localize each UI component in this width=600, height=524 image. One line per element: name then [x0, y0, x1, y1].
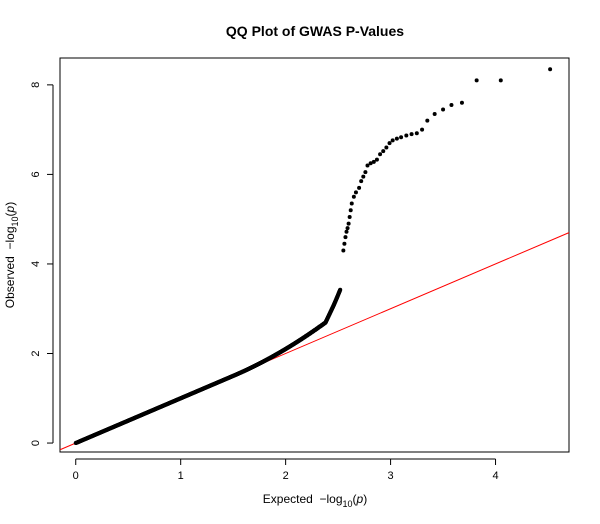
- data-point: [368, 161, 373, 166]
- y-label-minus: −: [3, 243, 17, 250]
- points-layer: [73, 67, 553, 446]
- y-label-var: p: [3, 205, 17, 213]
- x-tick-label: 3: [388, 470, 394, 482]
- data-point: [498, 78, 503, 83]
- data-point: [357, 185, 362, 190]
- data-point: [474, 78, 479, 83]
- data-point: [353, 190, 358, 195]
- data-point: [374, 157, 379, 162]
- data-point: [384, 145, 389, 150]
- y-tick-label: 2: [30, 350, 42, 356]
- x-label-var: p: [356, 492, 364, 506]
- data-point: [371, 159, 376, 164]
- data-point: [381, 149, 386, 154]
- x-tick-label: 1: [178, 470, 184, 482]
- data-point: [359, 179, 364, 184]
- data-point: [399, 135, 404, 140]
- data-point: [361, 174, 366, 179]
- data-point: [338, 287, 343, 292]
- x-tick-label: 2: [283, 470, 289, 482]
- data-point: [346, 221, 351, 226]
- y-tick-label: 8: [30, 82, 42, 88]
- x-label-minus: −: [319, 492, 326, 506]
- y-axis: 0 2 4 6 8: [30, 82, 54, 446]
- data-point: [414, 131, 419, 136]
- y-label-close: ): [3, 202, 17, 206]
- data-point: [459, 100, 464, 105]
- x-label-base: 10: [343, 499, 353, 509]
- data-point: [345, 226, 350, 231]
- data-point: [409, 132, 414, 137]
- data-point: [344, 229, 349, 234]
- y-tick-label: 6: [30, 171, 42, 177]
- data-point: [378, 152, 383, 157]
- x-axis: 0 1 2 3 4: [73, 458, 499, 482]
- x-tick-label: 0: [73, 470, 79, 482]
- x-label-open: (: [353, 492, 357, 506]
- data-point: [343, 235, 348, 240]
- data-point: [341, 248, 346, 253]
- x-label-close: ): [363, 492, 367, 506]
- y-label-prefix: Observed: [3, 250, 17, 309]
- data-point: [390, 138, 395, 143]
- data-point: [363, 170, 368, 175]
- data-point: [365, 163, 370, 168]
- data-point: [432, 111, 437, 116]
- data-point: [349, 201, 354, 206]
- data-point: [404, 133, 409, 138]
- x-label-prefix: Expected: [263, 492, 320, 506]
- data-point: [420, 127, 425, 132]
- data-point: [425, 118, 430, 123]
- y-label-log: log: [3, 226, 17, 242]
- x-axis-label: Expected −log10(p): [263, 492, 367, 509]
- data-point: [394, 136, 399, 141]
- x-label-log: log: [327, 492, 343, 506]
- y-axis-label: Observed −log10(p): [3, 202, 20, 308]
- y-label-open: (: [3, 212, 17, 216]
- data-point: [548, 67, 553, 72]
- data-point: [351, 194, 356, 199]
- x-tick-label: 4: [492, 470, 498, 482]
- data-point: [449, 103, 454, 108]
- data-point: [347, 214, 352, 219]
- data-point: [441, 107, 446, 112]
- y-tick-label: 0: [30, 440, 42, 446]
- data-point: [342, 241, 347, 246]
- plot-area: [59, 57, 570, 453]
- chart-title: QQ Plot of GWAS P-Values: [226, 23, 404, 39]
- y-label-base: 10: [10, 216, 20, 226]
- data-point: [387, 141, 392, 146]
- y-tick-label: 4: [30, 261, 42, 267]
- data-point: [348, 208, 353, 213]
- plot-frame: [59, 57, 570, 453]
